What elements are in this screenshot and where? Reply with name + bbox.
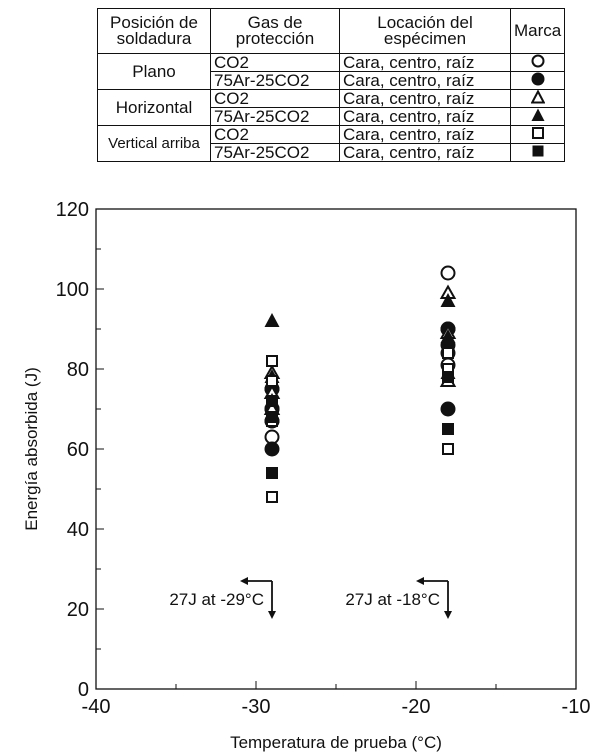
triangle-filled-icon — [531, 108, 545, 121]
data-point-square-filled — [266, 467, 278, 479]
square-open-icon — [531, 127, 544, 139]
header-position: Posición de soldadura — [97, 8, 211, 54]
header-gas: Gas de protección — [210, 8, 340, 54]
gas-label: CO2 — [210, 53, 340, 72]
legend-row: Horizontal CO2 Cara, centro, raíz — [97, 89, 566, 126]
x-tick-label: -30 — [242, 696, 271, 718]
position-label: Horizontal — [97, 89, 211, 126]
location-label: Cara, centro, raíz — [339, 107, 511, 126]
plot-frame — [95, 208, 577, 690]
arrow-head-down — [268, 611, 276, 619]
data-point-square-filled — [442, 371, 454, 383]
data-point-square-open — [266, 491, 278, 503]
y-tick-label: 80 — [67, 359, 89, 381]
arrow-head-left — [240, 577, 248, 585]
y-tick-label: 40 — [67, 519, 89, 541]
x-axis-label: Temperatura de prueba (°C) — [230, 733, 442, 752]
marker-cell — [509, 89, 566, 108]
circle-filled-icon — [531, 72, 545, 86]
position-label: Vertical arriba — [97, 125, 211, 162]
gas-label: 75Ar-25CO2 — [210, 71, 340, 90]
header-mark: Marca — [509, 8, 566, 54]
data-point-square-open — [266, 375, 278, 387]
header-location: Locación del espécimen — [339, 8, 511, 54]
y-axis-label: Energía absorbida (J) — [22, 367, 41, 530]
annotation-label: 27J at -18°C — [345, 590, 440, 609]
legend-row: 75Ar-25CO2 Cara, centro, raíz — [98, 143, 566, 162]
data-point-square-filled — [266, 411, 278, 423]
marker-cell — [509, 143, 566, 162]
position-label: Plano — [97, 53, 211, 90]
y-tick-label: 0 — [78, 679, 89, 701]
y-tick-label: 60 — [67, 439, 89, 461]
gas-label: 75Ar-25CO2 — [210, 107, 340, 126]
data-point-square-filled — [442, 423, 454, 435]
data-point-circle-filled — [440, 401, 456, 417]
annotation-label: 27J at -29°C — [169, 590, 264, 609]
gas-label: 75Ar-25CO2 — [210, 143, 340, 162]
data-point-square-open — [266, 355, 278, 367]
y-tick-label: 100 — [56, 279, 89, 301]
data-point-square-open — [442, 443, 454, 455]
location-label: Cara, centro, raíz — [339, 53, 511, 72]
circle-open-icon — [531, 54, 545, 68]
data-point-triangle-filled — [440, 329, 456, 343]
location-label: Cara, centro, raíz — [339, 89, 511, 108]
location-label: Cara, centro, raíz — [339, 71, 511, 90]
annotation-arrow — [416, 577, 452, 619]
x-tick-label: -20 — [402, 696, 431, 718]
square-filled-icon — [532, 145, 544, 157]
data-point-triangle-filled — [264, 313, 280, 327]
gas-label: CO2 — [210, 125, 340, 144]
data-point-circle-open — [440, 265, 456, 281]
legend-row: Plano CO2 Cara, centro, raíz — [97, 53, 566, 90]
annotation-arrow — [240, 577, 276, 619]
arrow-head-left — [416, 577, 424, 585]
x-tick-label: -10 — [562, 696, 591, 718]
legend-row: 75Ar-25CO2 Cara, centro, raíz — [98, 71, 566, 90]
triangle-open-icon — [530, 89, 546, 104]
data-point-square-filled — [266, 395, 278, 407]
y-tick-label: 20 — [67, 599, 89, 621]
legend-header-row: Posición de soldadura Gas de protección … — [97, 8, 566, 54]
legend-table: Posición de soldadura Gas de protección … — [97, 8, 566, 162]
data-point-square-open — [442, 347, 454, 359]
data-point-triangle-filled — [440, 293, 456, 307]
y-tick-label: 120 — [56, 199, 89, 221]
x-tick-label: -40 — [82, 696, 111, 718]
arrow-head-down — [444, 611, 452, 619]
data-point-circle-filled — [264, 441, 280, 457]
